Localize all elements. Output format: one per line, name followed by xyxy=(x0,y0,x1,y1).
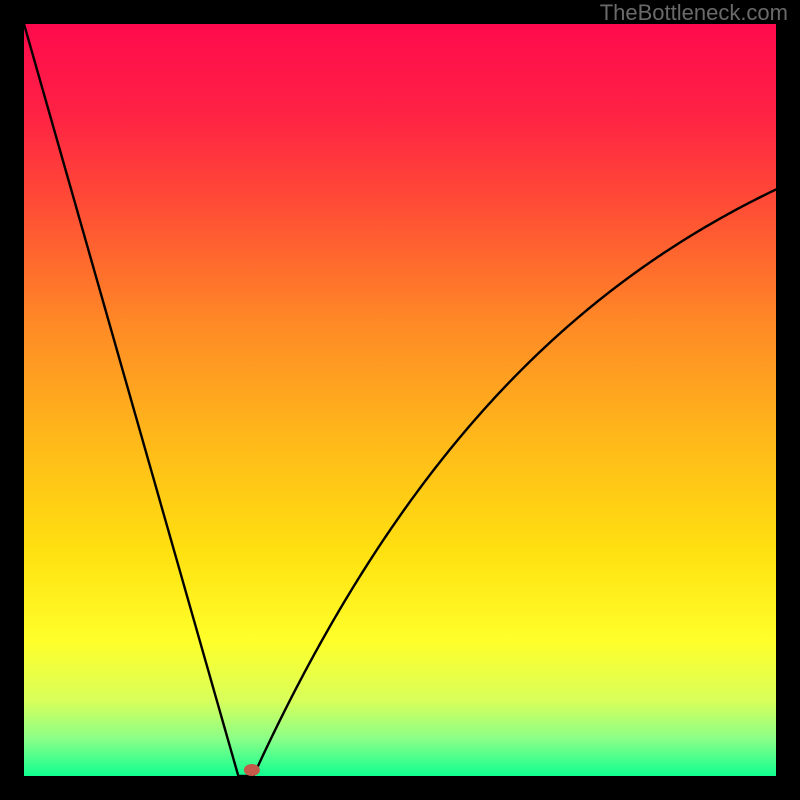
optimum-marker xyxy=(244,764,260,776)
watermark-text: TheBottleneck.com xyxy=(600,0,788,25)
bottleneck-chart: TheBottleneck.com xyxy=(0,0,800,800)
plot-background xyxy=(24,24,776,776)
